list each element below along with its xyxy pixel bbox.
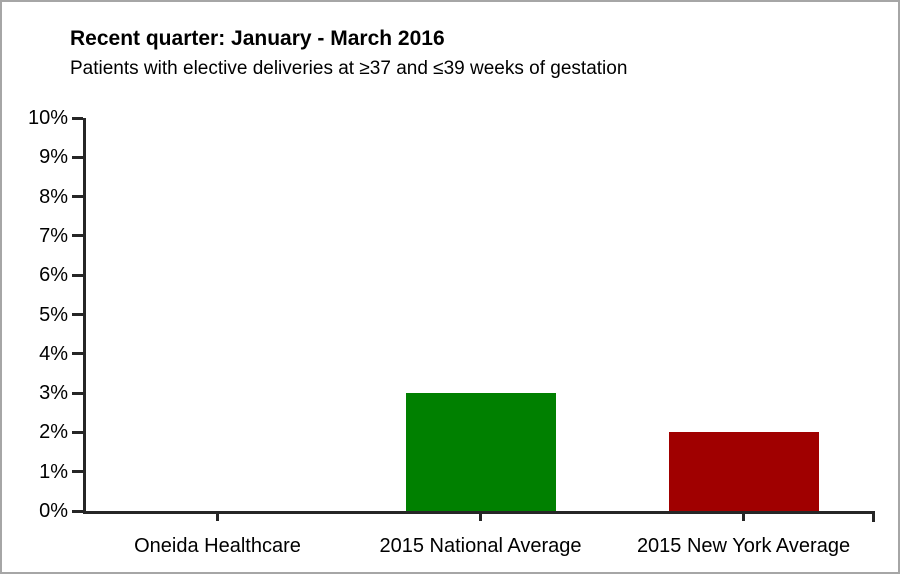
bar-2015-national-average bbox=[405, 393, 556, 511]
y-axis-tick bbox=[72, 155, 83, 159]
x-axis-end-tick bbox=[872, 514, 875, 522]
x-axis-tick bbox=[479, 514, 482, 521]
x-axis-label: 2015 New York Average bbox=[636, 535, 851, 557]
y-axis-tick bbox=[72, 391, 83, 395]
y-axis-tick bbox=[72, 116, 83, 120]
y-axis-tick bbox=[72, 509, 83, 513]
y-axis-label: 5% bbox=[39, 303, 68, 326]
chart-header: Recent quarter: January - March 2016 Pat… bbox=[70, 26, 627, 81]
y-axis-label: 8% bbox=[39, 185, 68, 208]
y-axis-tick bbox=[72, 470, 83, 474]
y-axis-tick bbox=[72, 313, 83, 316]
x-axis-tick bbox=[216, 514, 219, 521]
y-axis-tick bbox=[72, 273, 83, 277]
chart-subtitle: Patients with elective deliveries at ≥37… bbox=[70, 58, 628, 80]
y-axis-label: 9% bbox=[39, 146, 68, 169]
bar-2015-new-york-average bbox=[668, 432, 819, 511]
y-axis-tick bbox=[72, 352, 83, 356]
chart-title: Recent quarter: January - March 2016 bbox=[70, 27, 445, 50]
y-axis-tick bbox=[72, 234, 83, 238]
y-axis-label: 7% bbox=[39, 224, 68, 247]
y-axis-label: 6% bbox=[39, 264, 68, 287]
y-axis-label: 0% bbox=[39, 500, 68, 522]
y-axis-label: 10% bbox=[27, 107, 68, 129]
y-axis-label: 4% bbox=[39, 342, 68, 365]
plot-area: 0% 1% 2% 3% 4% 5% 6% 7% 8% 9% 10% Oneida Healthcare… bbox=[28, 107, 875, 557]
x-axis-label: Oneida Healthcare bbox=[134, 535, 301, 557]
x-axis-label: 2015 National Average bbox=[379, 535, 582, 557]
y-axis-tick bbox=[72, 430, 83, 434]
y-axis-label: 1% bbox=[39, 460, 68, 483]
x-axis-tick bbox=[742, 514, 745, 521]
y-axis-tick bbox=[72, 195, 83, 199]
y-axis-label: 2% bbox=[39, 421, 68, 444]
y-axis-label: 3% bbox=[39, 382, 68, 405]
